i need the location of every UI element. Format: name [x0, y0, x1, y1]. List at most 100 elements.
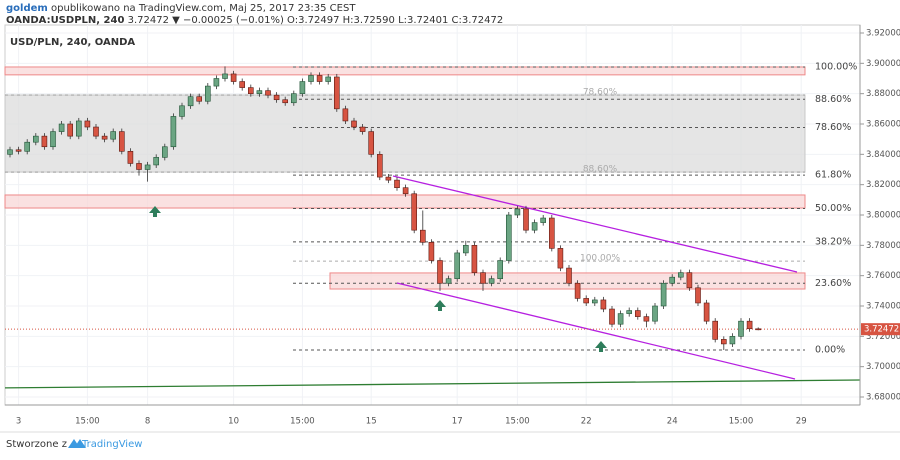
last-price-label: 3.72472 [864, 325, 899, 335]
candle-body [514, 208, 521, 216]
y-tick-label: 3.84000 [866, 150, 900, 160]
fib-label: 38.20% [815, 236, 851, 247]
candle-body [454, 252, 461, 280]
candle-body [308, 75, 314, 82]
y-tick-label: 3.80000 [866, 211, 900, 221]
candle-body [643, 316, 650, 322]
candle-body [273, 94, 280, 101]
candle-body [222, 73, 228, 79]
author[interactable]: goldem [6, 3, 48, 14]
y-tick-label: 3.76000 [866, 271, 900, 281]
quote: 3.72472 ▼ −0.00025 (−0.01%) O:3.72497 H:… [128, 15, 504, 26]
candle-body [205, 85, 211, 102]
candle-body [591, 299, 598, 304]
candle-body [746, 320, 753, 330]
fib-label: 23.60% [815, 278, 851, 289]
candle-body [342, 108, 349, 122]
x-tick-label: 22 [581, 417, 592, 427]
x-tick-label: 29 [796, 417, 807, 427]
quote-line: OANDA:USDPLN, 240 3.72472 ▼ −0.00025 (−0… [6, 15, 503, 26]
candle-body [179, 105, 185, 117]
published: opublikowano na TradingView.com, Maj 25,… [51, 3, 356, 14]
fib-label-secondary: 88.60% [583, 165, 618, 175]
zone [4, 94, 806, 173]
candle-body [471, 245, 478, 273]
candle-body [316, 75, 323, 82]
x-tick-label: 15 [366, 417, 377, 427]
candle-body [290, 93, 297, 104]
y-tick-label: 3.74000 [866, 302, 900, 312]
candle-body [540, 217, 547, 223]
candle-body [325, 76, 332, 82]
candle-body [462, 245, 469, 254]
trendline [4, 379, 861, 389]
candle-body [119, 131, 125, 152]
candle-body [239, 81, 245, 88]
candle-body [187, 96, 194, 107]
candle-body [76, 120, 82, 137]
candle-body [566, 267, 572, 284]
candle-body [686, 272, 693, 289]
brand-logo [68, 439, 86, 448]
x-tick-label: 15:00 [729, 417, 754, 427]
candle-body [505, 214, 512, 261]
candle-body [84, 120, 91, 128]
candle-body [419, 229, 426, 243]
candle-body [67, 123, 73, 137]
candle-body [32, 135, 39, 143]
fib-label: 50.00% [815, 203, 851, 214]
candle-body [669, 276, 676, 284]
candle-body [445, 278, 452, 284]
candle-body [144, 164, 151, 170]
candle-body [677, 272, 684, 278]
candle-body [617, 313, 624, 325]
y-tick-label: 3.82000 [866, 180, 900, 190]
candle-body [170, 116, 177, 148]
trendline [396, 282, 796, 380]
x-tick-label: 15:00 [75, 417, 100, 427]
candle-body [359, 126, 366, 132]
candle-body [557, 248, 564, 269]
candle-body [755, 328, 762, 331]
candle-body [738, 320, 744, 337]
candle-body [480, 272, 486, 284]
candle-body [523, 208, 529, 231]
candle-body [626, 310, 633, 314]
x-tick-label: 10 [228, 417, 239, 427]
symbol: OANDA:USDPLN, 240 [6, 15, 124, 26]
candle-body [600, 299, 607, 310]
candle-body [248, 87, 254, 94]
candle-body [720, 339, 727, 345]
arrow-up [595, 341, 607, 352]
brand[interactable]: TradingView [81, 439, 142, 450]
fib-label: 61.80% [815, 170, 851, 181]
candle-body [162, 146, 168, 158]
footer-text: Stworzone z [6, 439, 67, 450]
candle-body [609, 308, 615, 325]
x-tick-label: 3 [16, 417, 21, 427]
candle-body [660, 282, 667, 307]
candle-body [583, 298, 590, 304]
y-tick-label: 3.70000 [866, 362, 900, 372]
x-tick-label: 8 [145, 417, 150, 427]
candle-body [127, 150, 134, 164]
fib-label: 78.60% [815, 122, 851, 133]
candle-body [196, 96, 202, 102]
y-tick-label: 3.78000 [866, 241, 900, 251]
y-tick-label: 3.86000 [866, 119, 900, 129]
candle-body [230, 73, 237, 82]
candle-body [729, 336, 736, 345]
candle-body [703, 302, 710, 322]
candle-body [385, 176, 392, 181]
arrow-up [434, 300, 446, 311]
fib-label: 100.00% [815, 61, 857, 72]
candle-body [110, 131, 116, 140]
candle-body [299, 81, 306, 94]
candle-body [265, 90, 271, 96]
fib-label: 0.00% [815, 344, 845, 355]
x-tick-label: 17 [452, 417, 463, 427]
fib-label: 88.60% [815, 94, 851, 105]
candle-body [574, 282, 581, 299]
y-tick-label: 3.68000 [866, 393, 900, 403]
